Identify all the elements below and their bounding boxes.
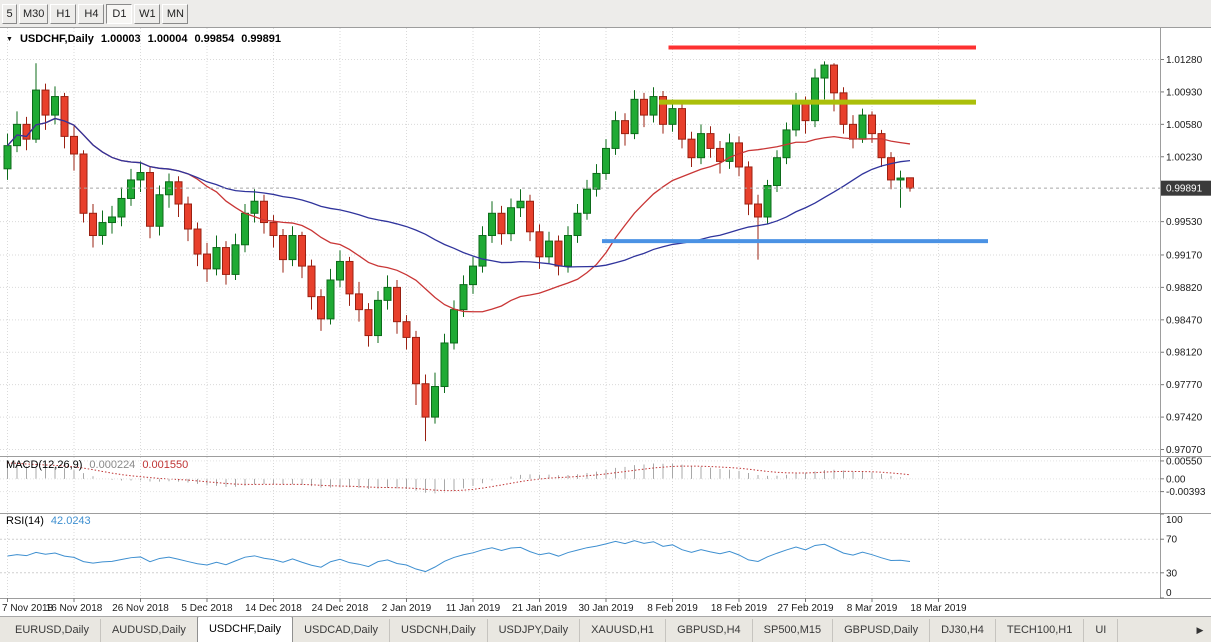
svg-text:1.00230: 1.00230 [1166,152,1203,163]
ohlc-open: 1.00003 [100,33,141,45]
symbol-tab-usdjpy-daily[interactable]: USDJPY,Daily [488,619,581,642]
svg-text:30 Jan 2019: 30 Jan 2019 [578,603,633,614]
svg-text:21 Jan 2019: 21 Jan 2019 [512,603,567,614]
svg-text:18 Feb 2019: 18 Feb 2019 [711,603,768,614]
symbol-tabs-bar: EURUSD,Daily AUDUSD,Daily USDCHF,Daily USDC… [0,616,1211,642]
svg-text:0.98820: 0.98820 [1166,283,1203,294]
symbol-tab-eurusd-daily[interactable]: EURUSD,Daily [4,619,101,642]
timeframe-button-m30[interactable]: M30 [19,3,49,24]
symbol-tabs-strip: EURUSD,Daily AUDUSD,Daily USDCHF,Daily USDC… [0,617,1211,642]
symbol-tab-ui[interactable]: UI [1084,619,1119,642]
svg-text:-0.00393: -0.00393 [1166,487,1206,498]
macd-header: MACD(12,26,9) 0.000224 0.001550 [6,459,188,471]
symbol-tab-usdcad-daily[interactable]: USDCAD,Daily [293,619,391,642]
rsi-label: RSI(14) [6,515,44,527]
svg-text:7 Nov 2018: 7 Nov 2018 [2,603,54,614]
svg-text:0.97770: 0.97770 [1166,380,1203,391]
svg-text:8 Mar 2019: 8 Mar 2019 [847,603,898,614]
svg-text:100: 100 [1166,515,1183,526]
symbol-tab-audusd-daily[interactable]: AUDUSD,Daily [101,619,198,642]
svg-text:0: 0 [1166,588,1172,599]
svg-text:14 Dec 2018: 14 Dec 2018 [245,603,302,614]
timeframe-button-w1[interactable]: W1 [134,3,161,24]
symbol-tab-tech100-h1[interactable]: TECH100,H1 [996,619,1085,642]
svg-text:1.00580: 1.00580 [1166,120,1203,131]
svg-text:16 Nov 2018: 16 Nov 2018 [46,603,103,614]
rsi-panel-layer [0,538,1160,574]
timeframe-button-h4[interactable]: H4 [78,3,105,24]
rsi-value: 42.0243 [50,515,91,527]
svg-text:0.97070: 0.97070 [1166,445,1203,456]
symbol-tab-gbpusd-daily[interactable]: GBPUSD,Daily [833,619,931,642]
ohlc-low: 0.99854 [194,33,235,45]
timeframe-button-5[interactable]: 5 [2,3,17,24]
grid-layer [0,28,1160,598]
timeframe-button-mn[interactable]: MN [162,3,189,24]
drawn-lines-layer[interactable] [602,45,988,244]
symbol-tab-xauusd-h1[interactable]: XAUUSD,H1 [580,619,667,642]
svg-text:8 Feb 2019: 8 Feb 2019 [647,603,698,614]
ohlc-high: 1.00004 [147,33,188,45]
macd-signal-value: 0.001550 [142,459,189,471]
svg-text:0.99891: 0.99891 [1166,184,1203,195]
svg-text:0.00550: 0.00550 [1166,456,1203,467]
svg-text:11 Jan 2019: 11 Jan 2019 [446,603,501,614]
symbol-tab-usdcnh-daily[interactable]: USDCNH,Daily [390,619,488,642]
ohlc-close: 0.99891 [241,33,281,45]
candles-layer [3,61,914,442]
svg-text:0.99170: 0.99170 [1166,250,1203,261]
symbol-tab-gbpusd-h4[interactable]: GBPUSD,H4 [666,619,753,642]
svg-text:18 Mar 2019: 18 Mar 2019 [910,603,967,614]
svg-text:27 Feb 2019: 27 Feb 2019 [777,603,834,614]
macd-main-value: 0.000224 [89,459,136,471]
svg-text:1.00930: 1.00930 [1166,87,1203,98]
chart-title: ▼ USDCHF,Daily 1.00003 1.00004 0.99854 0… [6,33,281,45]
svg-text:0.97420: 0.97420 [1166,413,1203,424]
svg-text:1.01280: 1.01280 [1166,55,1203,66]
svg-text:0.98120: 0.98120 [1166,348,1203,359]
chart-dropdown-icon[interactable]: ▼ [6,36,13,43]
svg-text:24 Dec 2018: 24 Dec 2018 [312,603,369,614]
symbol-tab-dj30-h4[interactable]: DJ30,H4 [930,619,996,642]
svg-text:0.00: 0.00 [1166,474,1186,485]
svg-text:30: 30 [1166,568,1178,579]
svg-text:26 Nov 2018: 26 Nov 2018 [112,603,169,614]
svg-text:0.98470: 0.98470 [1166,315,1203,326]
svg-text:2 Jan 2019: 2 Jan 2019 [382,603,432,614]
timeframe-toolbar: 5 M30 H1 H4 D1 W1 MN [0,0,1211,28]
svg-text:70: 70 [1166,535,1178,546]
chart-symbol-period: USDCHF,Daily [19,33,94,45]
symbol-tab-sp500-m15[interactable]: SP500,M15 [753,619,834,642]
macd-label: MACD(12,26,9) [6,459,83,471]
svg-text:5 Dec 2018: 5 Dec 2018 [181,603,233,614]
macd-panel-layer [0,460,1160,494]
rsi-header: RSI(14) 42.0243 [6,515,91,527]
moving-averages-layer [7,117,911,313]
timeframe-button-d1[interactable]: D1 [106,3,133,24]
svg-text:0.99530: 0.99530 [1166,217,1203,228]
tabs-scroll-right-button[interactable]: ▶ [1192,622,1208,638]
axes-layer: 1.01280 1.00930 1.00580 1.00230 0.99530 0.991… [0,28,1211,614]
symbol-tab-usdchf-daily[interactable]: USDCHF,Daily [196,617,294,642]
timeframe-button-h1[interactable]: H1 [50,3,77,24]
